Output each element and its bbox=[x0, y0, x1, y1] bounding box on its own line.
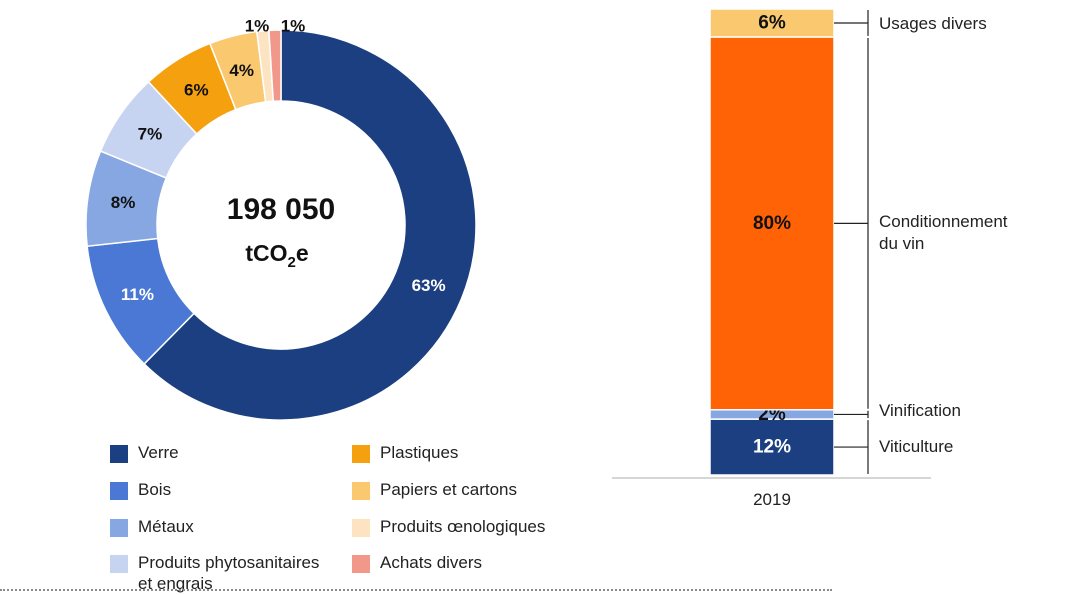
category-label: Viticulture bbox=[879, 437, 953, 456]
legend-item: Papiers et cartons bbox=[352, 479, 517, 500]
donut-center-unit: tCO2e bbox=[245, 240, 308, 271]
legend-label: Plastiques bbox=[380, 443, 459, 462]
slice-label: 11% bbox=[121, 285, 154, 304]
donut-slice bbox=[143, 29, 477, 421]
bar-segment bbox=[709, 418, 835, 476]
donut-chart: 63% 11% 8% 7% 6% 4% 1% 1% 198 050 tCO2e bbox=[85, 17, 477, 421]
category-label: Conditionnement du vin bbox=[879, 212, 1008, 253]
legend-item: Verre bbox=[110, 442, 179, 463]
slice-label: 1% bbox=[245, 17, 270, 36]
category-label: Usages divers bbox=[879, 14, 987, 33]
slice-label: 1% bbox=[281, 17, 306, 36]
legend-swatch bbox=[110, 445, 128, 463]
slice-label: 6% bbox=[184, 80, 209, 99]
x-tick-label: 2019 bbox=[753, 490, 791, 509]
donut-center-value: 198 050 bbox=[227, 193, 335, 226]
slice-label: 7% bbox=[138, 125, 163, 144]
legend-swatch bbox=[352, 482, 370, 500]
legend-label: Produits œnologiques bbox=[380, 517, 546, 536]
legend-label: Achats divers bbox=[380, 553, 483, 572]
legend-swatch bbox=[352, 555, 370, 573]
legend-label: Bois bbox=[138, 480, 172, 499]
legend-label: Produits phytosanitaires et engrais bbox=[138, 553, 320, 593]
slice-label: 63% bbox=[412, 276, 446, 295]
slice-label: 8% bbox=[111, 193, 136, 212]
bar-segment-label: 6% bbox=[758, 12, 786, 33]
legend-swatch bbox=[110, 555, 128, 573]
bar-segment bbox=[709, 8, 835, 38]
donut-slice bbox=[268, 29, 282, 103]
legend-item: Métaux bbox=[110, 516, 194, 537]
bar-segment bbox=[709, 36, 835, 411]
slice-label: 4% bbox=[229, 61, 254, 80]
legend-item: Bois bbox=[110, 479, 171, 500]
dotted-separator bbox=[0, 589, 832, 591]
legend-item: Achats divers bbox=[352, 552, 482, 573]
category-label: Vinification bbox=[879, 401, 961, 420]
legend-swatch bbox=[352, 519, 370, 537]
legend-label: Verre bbox=[138, 443, 179, 462]
legend-item: Produits œnologiques bbox=[352, 516, 545, 537]
bar-segment-label: 80% bbox=[753, 213, 791, 234]
donut-legend: Verre Plastiques Bois Papiers et cartons Mét… bbox=[110, 440, 610, 593]
legend-item: Produits phytosanitaires et engrais bbox=[110, 552, 335, 594]
legend-label: Papiers et cartons bbox=[380, 480, 518, 499]
legend-swatch bbox=[352, 445, 370, 463]
bar-segment-label: 12% bbox=[753, 437, 791, 458]
legend-item: Plastiques bbox=[352, 442, 458, 463]
legend-swatch bbox=[110, 519, 128, 537]
legend-swatch bbox=[110, 482, 128, 500]
legend-label: Métaux bbox=[138, 517, 194, 536]
